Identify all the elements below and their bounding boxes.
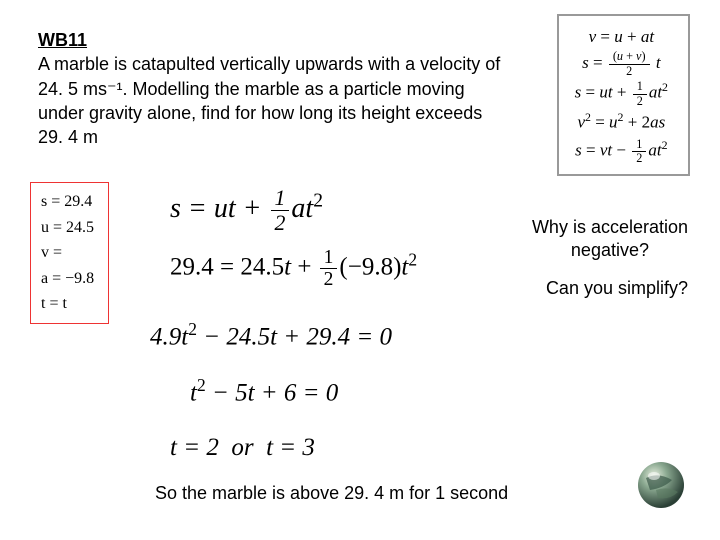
question-acceleration: Why is acceleration negative? — [532, 216, 688, 263]
equation-step-3: 4.9t2 − 24.5t + 29.4 = 0 — [150, 319, 417, 351]
var-u: u = 24.5 — [41, 215, 94, 241]
problem-block: WB11 A marble is catapulted vertically u… — [38, 28, 503, 149]
suvat-eq-2: s = (u + v)2 t — [575, 50, 668, 78]
suvat-eq-3: s = ut + 12at2 — [575, 78, 668, 108]
question-simplify: Can you simplify? — [546, 278, 688, 299]
marble-icon — [636, 460, 686, 510]
worksheet-title: WB11 — [38, 30, 87, 50]
var-v: v = — [41, 240, 94, 266]
var-a: a = −9.8 — [41, 266, 94, 292]
variables-box: s = 29.4 u = 24.5 v = a = −9.8 t = t — [30, 182, 109, 324]
q1-line1: Why is acceleration — [532, 217, 688, 237]
equation-step-4: t2 − 5t + 6 = 0 — [190, 375, 417, 407]
working-area: s = ut + 12at2 29.4 = 24.5t + 12(−9.8)t2… — [170, 186, 417, 462]
equation-step-1: s = ut + 12at2 — [170, 186, 417, 235]
q1-line2: negative? — [571, 240, 649, 260]
suvat-eq-1: v = u + at — [575, 24, 668, 50]
equation-step-2: 29.4 = 24.5t + 12(−9.8)t2 — [170, 247, 417, 291]
equation-step-5: t = 2 or t = 3 — [170, 434, 417, 462]
var-t: t = t — [41, 291, 94, 317]
final-answer: So the marble is above 29. 4 m for 1 sec… — [155, 483, 508, 504]
problem-text: A marble is catapulted vertically upward… — [38, 54, 500, 147]
suvat-eq-4: v2 = u2 + 2as — [575, 108, 668, 136]
suvat-equations-box: v = u + at s = (u + v)2 t s = ut + 12at2… — [557, 14, 690, 176]
suvat-eq-5: s = vt − 12at2 — [575, 136, 668, 166]
var-s: s = 29.4 — [41, 189, 94, 215]
